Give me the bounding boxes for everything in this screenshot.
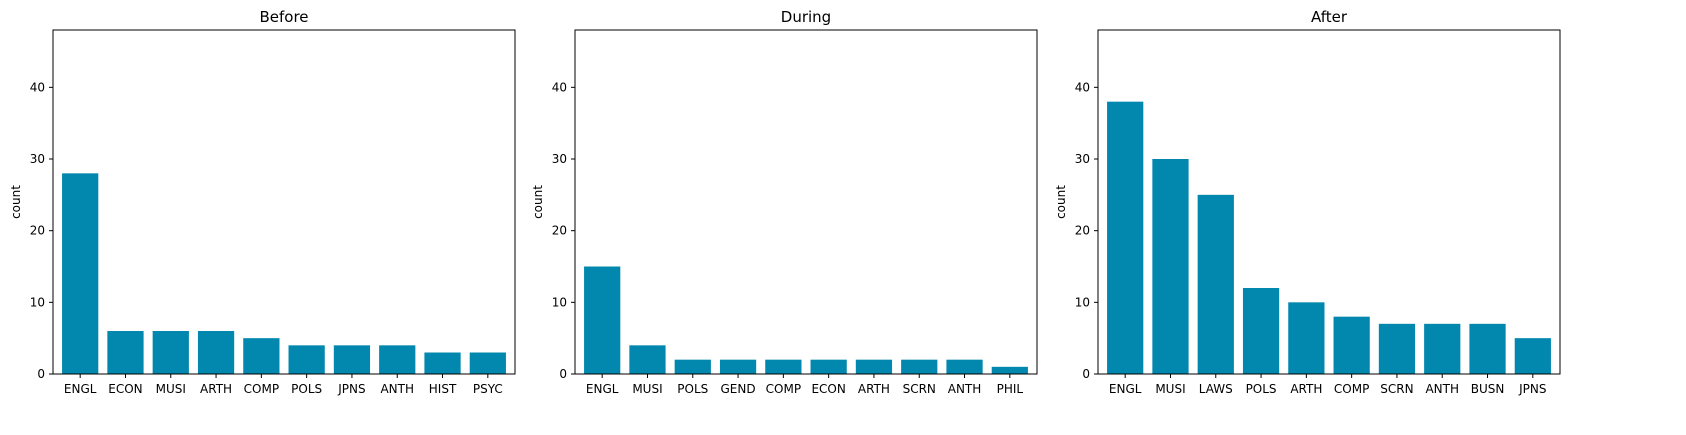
bar-arth [1288,302,1325,374]
x-tick-label: ANTH [380,382,414,396]
y-axis-label: count [1054,185,1068,219]
x-tick-label: MUSI [1155,382,1185,396]
y-tick-label: 20 [552,224,567,238]
chart-title: After [1311,8,1348,26]
bar-musi [1152,159,1189,374]
x-tick-label: HIST [429,382,457,396]
bar-hist [424,352,461,374]
chart-title: During [781,8,831,26]
x-tick-label: ECON [108,382,142,396]
bar-arth [197,331,235,374]
bar-gend [719,359,757,374]
bar-musi [629,345,666,374]
axes-frame [1097,29,1561,375]
y-tick-label: 0 [1082,367,1090,381]
axes-frame [574,29,1038,375]
x-tick-label: JPNS [1518,382,1546,396]
bar-anth [1424,323,1461,374]
x-tick-label: MUSI [632,382,662,396]
x-tick-label: COMP [766,382,801,396]
x-tick-label: ANTH [948,382,982,396]
bar-pols [674,359,711,374]
bar-comp [765,359,802,374]
y-tick-label: 40 [1075,80,1090,94]
bar-comp [243,338,280,374]
bar-busn [1469,323,1506,374]
y-tick-label: 10 [1075,295,1090,309]
bar-scrn [1378,323,1416,374]
y-tick-label: 40 [552,80,567,94]
y-axis-label: count [9,185,23,219]
x-tick-label: COMP [244,382,279,396]
y-tick-label: 30 [552,152,567,166]
bar-laws [1197,194,1234,374]
bar-comp [1333,316,1370,374]
y-axis-label: count [531,185,545,219]
y-tick-label: 0 [37,367,45,381]
x-tick-label: ENGL [586,382,619,396]
x-tick-label: POLS [677,382,708,396]
chart-title: Before [259,8,308,26]
x-tick-label: PSYC [473,382,503,396]
bar-engl [62,173,99,374]
bar-pols [1242,288,1280,374]
bar-phil [991,366,1028,374]
x-tick-label: COMP [1334,382,1369,396]
x-tick-label: JPNS [337,382,365,396]
x-tick-label: PHIL [997,382,1024,396]
x-tick-label: MUSI [156,382,186,396]
x-tick-label: BUSN [1471,382,1505,396]
bar-engl [584,266,621,374]
y-tick-label: 30 [1075,152,1090,166]
chart-panel-before: 0 10 20 30 40 ENGL ECON MUSI ARTH COMP POLS JPNS ANT… [9,8,516,396]
chart-panel-after: 0 10 20 30 40 ENGL MUSI LAWS POLS ARTH COMP SCRN ANT… [1054,8,1561,396]
bar-pols [288,345,325,374]
y-tick-label: 0 [559,367,567,381]
bar-anth [946,359,983,374]
bar-econ [107,331,144,374]
x-tick-label: ENGL [1109,382,1142,396]
bar-engl [1107,101,1144,375]
bar-anth [379,345,416,374]
x-tick-label: ARTH [200,382,232,396]
x-tick-label: SCRN [903,382,936,396]
y-tick-label: 10 [552,295,567,309]
x-tick-label: SCRN [1380,382,1413,396]
x-tick-label: LAWS [1199,382,1233,396]
y-tick-label: 20 [30,224,45,238]
chart-panel-during: 0 10 20 30 40 ENGL MUSI POLS GEND COMP ECON ARTH SCR… [531,8,1038,396]
bar-musi [152,331,189,374]
x-tick-label: ARTH [858,382,890,396]
x-tick-label: POLS [1246,382,1277,396]
y-tick-label: 30 [30,152,45,166]
y-tick-label: 40 [30,80,45,94]
bar-scrn [901,359,938,374]
y-tick-label: 20 [1075,224,1090,238]
x-tick-label: POLS [291,382,322,396]
x-tick-label: ECON [811,382,845,396]
axes-frame [52,29,516,375]
bar-econ [810,359,847,374]
bar-psyc [469,352,506,374]
y-tick-label: 10 [30,295,45,309]
x-tick-label: ENGL [64,382,97,396]
x-tick-label: ARTH [1290,382,1322,396]
x-tick-label: ANTH [1425,382,1459,396]
bar-arth [855,359,893,374]
bar-jpns [333,345,371,374]
bar-jpns [1514,338,1551,374]
x-tick-label: GEND [721,382,756,396]
